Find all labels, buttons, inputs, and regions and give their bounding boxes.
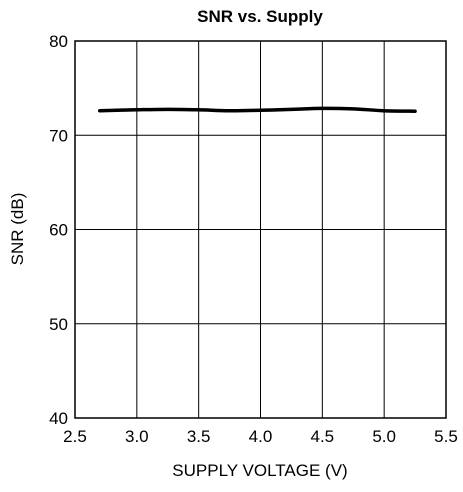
x-axis-tick-labels: 2.5 3.0 3.5 4.0 4.5 5.0 5.5 <box>63 427 458 446</box>
x-tick-label-6: 5.5 <box>434 427 458 446</box>
x-tick-label-3: 4.0 <box>249 427 273 446</box>
grid <box>74 40 447 419</box>
y-tick-label-3: 70 <box>49 126 68 145</box>
y-tick-label-4: 80 <box>49 32 68 51</box>
series-line-0 <box>97 106 417 113</box>
x-axis-label: SUPPLY VOLTAGE (V) <box>172 461 347 480</box>
x-tick-label-1: 3.0 <box>125 427 149 446</box>
x-tick-label-0: 2.5 <box>63 427 87 446</box>
y-axis-tick-labels: 40 50 60 70 80 <box>49 32 68 428</box>
x-tick-label-5: 5.0 <box>372 427 396 446</box>
series-layer <box>97 106 417 113</box>
x-tick-label-2: 3.5 <box>187 427 211 446</box>
chart-title: SNR vs. Supply <box>197 7 323 26</box>
y-axis-label: SNR (dB) <box>8 193 27 266</box>
x-tick-label-4: 4.5 <box>311 427 335 446</box>
y-tick-label-1: 50 <box>49 315 68 334</box>
y-tick-label-2: 60 <box>49 221 68 240</box>
y-tick-label-0: 40 <box>49 409 68 428</box>
plot-area-frame <box>74 40 447 419</box>
